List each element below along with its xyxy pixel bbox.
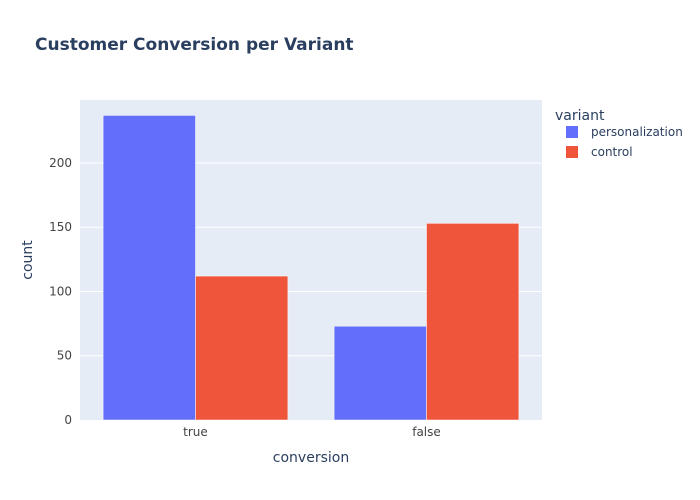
y-tick-label: 50 [57,349,72,363]
y-axis-title: count [20,240,36,280]
legend-title: variant [555,108,605,124]
legend-label-personalization[interactable]: personalization [591,125,683,139]
legend-swatch-control[interactable] [566,146,578,158]
x-axis-title: conversion [273,450,349,466]
x-tick-label: false [412,425,441,439]
bar-control-false[interactable] [426,223,520,421]
y-tick-label: 150 [49,220,72,234]
legend-items: personalization control [566,125,683,159]
y-tick-label: 0 [64,413,72,427]
bar-personalization-true[interactable] [102,115,196,421]
legend-swatch-personalization[interactable] [566,126,578,138]
x-tick-label: true [183,425,208,439]
y-tick-label: 200 [49,156,72,170]
bar-control-true[interactable] [195,275,289,421]
legend-label-control[interactable]: control [591,145,633,159]
legend: variant personalization control [555,108,683,159]
x-axis-ticks: true false [183,425,441,439]
y-tick-label: 100 [49,284,72,298]
bar-personalization-false[interactable] [333,325,427,421]
chart-title: Customer Conversion per Variant [35,35,354,55]
y-axis-ticks: 0 50 100 150 200 [49,156,72,427]
bars [102,115,520,421]
